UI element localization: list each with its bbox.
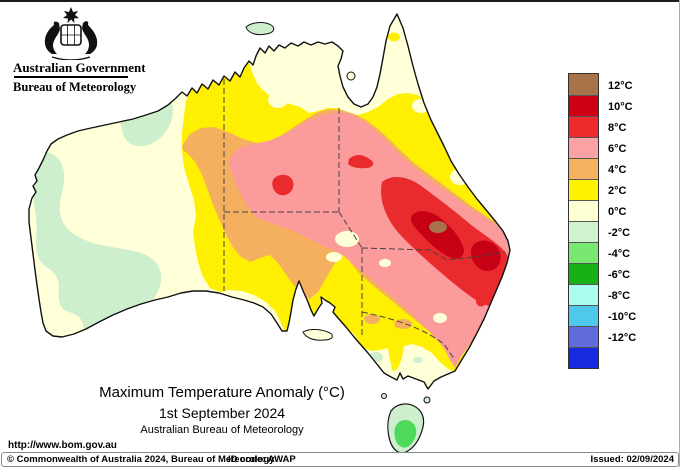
melville-island bbox=[245, 22, 275, 36]
top-border-rule bbox=[0, 0, 680, 2]
legend-swatch bbox=[569, 179, 598, 200]
legend-swatch bbox=[569, 200, 598, 221]
mainland bbox=[28, 13, 511, 390]
legend-swatch bbox=[569, 137, 598, 158]
bureau-title: Bureau of Meteorology bbox=[13, 80, 137, 94]
temperature-legend: 12°C 10°C 8°C 6°C 4°C 2°C 0°C -2°C -4°C -6°C -8°C -… bbox=[568, 73, 636, 369]
legend-labels: 12°C 10°C 8°C 6°C 4°C 2°C 0°C -2°C -4°C -6°C -8°C -… bbox=[608, 76, 636, 349]
footer-bar: © Commonwealth of Australia 2024, Bureau… bbox=[1, 452, 679, 467]
legend-label: 2°C bbox=[608, 185, 627, 197]
legend-label: -8°C bbox=[608, 290, 631, 302]
legend-swatch bbox=[569, 158, 598, 179]
legend-swatch bbox=[569, 74, 598, 95]
legend-swatches bbox=[568, 73, 599, 369]
legend-label: 6°C bbox=[608, 143, 627, 155]
legend-label: -12°C bbox=[608, 332, 637, 344]
map-date: 1st September 2024 bbox=[158, 405, 286, 421]
king-island bbox=[381, 393, 387, 399]
legend-swatch bbox=[569, 116, 598, 137]
footer-copyright: © Commonwealth of Australia 2024, Bureau… bbox=[7, 454, 275, 465]
flinders-island bbox=[423, 396, 431, 404]
legend-swatch bbox=[569, 347, 598, 368]
legend-label: -2°C bbox=[608, 227, 631, 239]
region-tasmania-neg4-2 bbox=[394, 420, 417, 448]
anomaly-regions bbox=[32, 27, 510, 372]
crest-shield-lines bbox=[61, 25, 81, 45]
legend-label: 10°C bbox=[608, 101, 633, 113]
legend-swatch bbox=[569, 305, 598, 326]
legend-swatch bbox=[569, 95, 598, 116]
map-titles: Maximum Temperature Anomaly (°C) 1st Sep… bbox=[42, 384, 402, 436]
groote-island bbox=[346, 71, 356, 81]
legend-swatch bbox=[569, 263, 598, 284]
islands bbox=[245, 22, 431, 404]
tasmania bbox=[387, 403, 425, 454]
map-title: Maximum Temperature Anomaly (°C) bbox=[99, 384, 345, 401]
legend-label: 12°C bbox=[608, 80, 633, 92]
footer-issued-date: Issued: 02/09/2024 bbox=[590, 454, 674, 465]
legend-swatch bbox=[569, 284, 598, 305]
region-above12 bbox=[429, 221, 447, 233]
legend-label: 0°C bbox=[608, 206, 627, 218]
crest-star bbox=[63, 7, 79, 23]
region-capeyork-yellow-spot bbox=[388, 32, 400, 42]
legend-swatch bbox=[569, 242, 598, 263]
region-plus6-8 bbox=[229, 112, 510, 368]
government-title: Australian Government bbox=[13, 60, 146, 75]
legend-label: 8°C bbox=[608, 122, 627, 134]
coastline bbox=[28, 13, 511, 390]
map-org: Australian Bureau of Meteorology bbox=[140, 424, 304, 436]
state-borders bbox=[223, 70, 506, 361]
legend-label: -10°C bbox=[608, 311, 637, 323]
crest-kangaroo bbox=[44, 21, 60, 54]
header-divider bbox=[14, 76, 128, 78]
footer-id-code: ID code: AWAP bbox=[228, 454, 296, 465]
crest-scroll bbox=[51, 56, 91, 60]
coat-of-arms bbox=[44, 7, 98, 60]
legend-label: 4°C bbox=[608, 164, 627, 176]
region-plus10-12 bbox=[410, 211, 501, 271]
legend-swatch bbox=[569, 221, 598, 242]
bom-url: http://www.bom.gov.au bbox=[8, 440, 117, 451]
legend-swatch bbox=[569, 326, 598, 347]
crest-emu bbox=[82, 21, 98, 54]
kangaroo-island bbox=[302, 329, 333, 341]
legend-label: -4°C bbox=[608, 248, 631, 260]
legend-label: -6°C bbox=[608, 269, 631, 281]
